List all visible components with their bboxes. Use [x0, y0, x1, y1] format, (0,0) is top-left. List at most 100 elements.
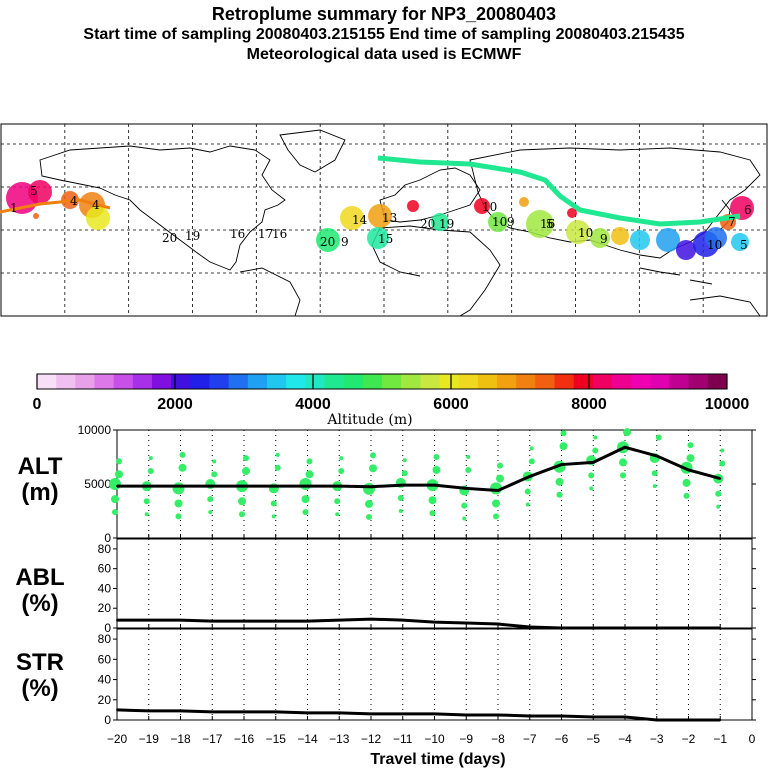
plume-marker — [705, 227, 727, 249]
series-point-str — [306, 711, 309, 714]
alt-scatter-point — [208, 510, 213, 515]
alt-scatter-point — [401, 470, 408, 477]
abl-label-top: ABL — [15, 564, 64, 591]
alt-scatter-point — [555, 477, 564, 486]
series-point-str — [274, 710, 277, 713]
alt-scatter-point — [496, 474, 504, 483]
coast-south-america — [239, 267, 301, 317]
series-point-alt — [624, 446, 626, 449]
plume-label: 4 — [70, 194, 78, 208]
plume-label: 10 — [482, 200, 497, 214]
alt-scatter-point — [275, 452, 280, 457]
alt-scatter-point — [335, 512, 340, 517]
series-point-abl — [401, 619, 404, 622]
y-tick-label: 0 — [104, 531, 111, 545]
series-point-str — [497, 713, 499, 716]
series-point-alt — [179, 485, 182, 488]
plume-label: 15 — [378, 232, 393, 246]
series-point-abl — [179, 619, 182, 622]
plume-label: 16 — [272, 227, 287, 241]
alt-scatter-point — [271, 514, 276, 519]
alt-scatter-point — [623, 428, 631, 437]
plume-marker — [567, 208, 577, 218]
colorbar-cell — [535, 374, 555, 389]
alt-scatter-point — [274, 464, 281, 471]
colorbar-cell — [631, 374, 651, 389]
series-point-alt — [655, 454, 658, 457]
alt-scatter-point — [652, 484, 657, 489]
y-tick-label: 20 — [98, 693, 112, 707]
alt-scatter-point — [302, 509, 309, 516]
series-point-str — [179, 709, 182, 712]
plume-label: 6 — [744, 203, 752, 217]
colorbar-cell — [592, 374, 613, 389]
colorbar-cell — [228, 374, 249, 389]
plume-marker — [368, 204, 392, 228]
plume-marker — [566, 220, 590, 244]
x-tick-label: −14 — [297, 732, 318, 746]
x-tick-label: −18 — [170, 732, 191, 746]
plume-label: 4 — [92, 198, 100, 212]
y-tick-label: 60 — [98, 562, 112, 576]
series-point-str — [433, 712, 436, 715]
series-point-alt — [211, 485, 214, 488]
x-tick-label: −10 — [424, 732, 445, 746]
plume-label: 5 — [30, 184, 38, 198]
plume-marker — [656, 228, 680, 252]
series-point-abl — [338, 619, 341, 622]
colorbar-cell — [650, 374, 670, 389]
colorbar-cell — [707, 374, 728, 389]
coast-greenland — [279, 129, 346, 173]
alt-scatter-point — [363, 482, 375, 495]
series-point-str — [116, 708, 118, 711]
alt-scatter-point — [588, 472, 595, 479]
alt-scatter-point — [334, 498, 341, 505]
x-tick-label: −4 — [618, 732, 632, 746]
colorbar-cell — [343, 374, 364, 389]
plume-label: 5 — [740, 238, 748, 252]
series-point-alt — [560, 463, 563, 466]
colorbar-cell — [209, 374, 230, 389]
alt-scatter-point — [178, 463, 187, 472]
plume-label: 7 — [728, 215, 736, 229]
alt-scatter-point — [301, 495, 310, 504]
y-tick-label: 10000 — [78, 423, 112, 437]
alt-scatter-point — [299, 478, 312, 490]
x-tick-label: −9 — [459, 732, 473, 746]
alt-scatter-point — [339, 456, 344, 461]
plume-label: 20 — [320, 235, 335, 249]
plume-marker — [611, 227, 629, 245]
plume-marker — [340, 206, 364, 230]
series-point-str — [147, 709, 150, 712]
alt-scatter-point — [147, 468, 154, 475]
colorbar-cell — [37, 374, 57, 389]
alt-scatter-point — [370, 452, 376, 459]
y-tick-label: 60 — [98, 652, 112, 666]
plume-marker — [367, 227, 389, 249]
panel-abl: 80 60 40 20 0 — [98, 538, 756, 635]
x-tick-label: 0 — [749, 732, 756, 746]
map-plume-markers — [0, 155, 754, 260]
colorbar-cell — [477, 374, 498, 389]
alt-scatter-point — [429, 510, 436, 517]
coast-europe — [379, 167, 481, 223]
series-point-alt — [528, 475, 531, 478]
colorbar-label: Altitude (m) — [326, 412, 412, 428]
series-point-str — [243, 710, 245, 713]
plume-label: 16 — [230, 227, 245, 241]
series-point-abl — [433, 621, 436, 624]
colorbar-cell — [324, 374, 345, 389]
colorbar-cell — [401, 374, 421, 389]
plume-label: 13 — [382, 211, 397, 225]
colorbar-cell — [458, 374, 479, 389]
series-point-alt — [401, 484, 404, 487]
x-tick-label: −20 — [107, 732, 128, 746]
series-point-alt — [592, 461, 595, 464]
plume-label: 19 — [185, 229, 200, 243]
series-point-str — [465, 713, 468, 716]
alt-scatter-point — [179, 451, 186, 458]
y-tick-label: 40 — [98, 581, 112, 595]
abl-label-bot: (%) — [21, 590, 58, 617]
series-point-abl — [116, 619, 118, 622]
